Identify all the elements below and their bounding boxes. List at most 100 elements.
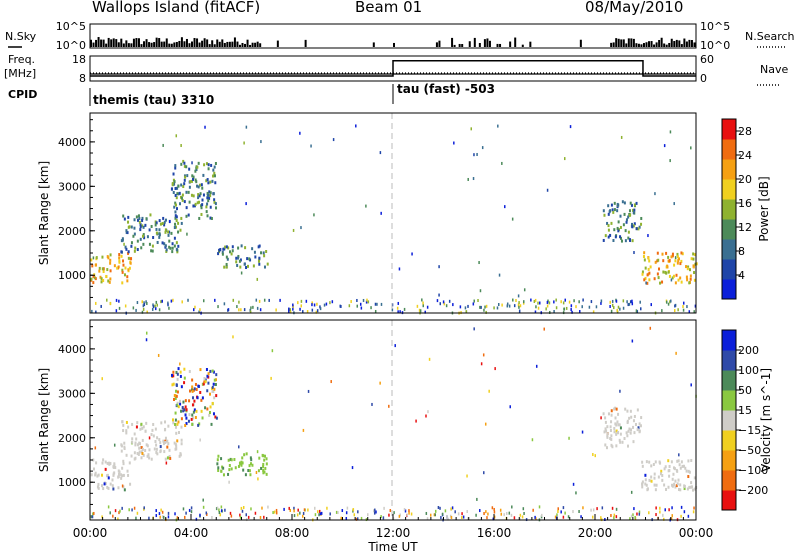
colorbar-swatch: [722, 490, 736, 511]
colorbar-tick-label: −15: [738, 424, 761, 437]
scatter-point: [615, 423, 618, 427]
scatter-point: [150, 249, 153, 253]
velocity-panel-bg: [90, 320, 696, 520]
sparse-point: [572, 482, 575, 486]
scatter-point: [171, 182, 174, 186]
scatter-point: [175, 444, 178, 448]
scatter-point: [94, 471, 97, 475]
scatter-point: [185, 408, 188, 412]
sparse-point: [569, 125, 572, 129]
clutter-point: [293, 514, 296, 518]
colorbar-tick-label: −200: [738, 484, 768, 497]
clutter-point: [590, 508, 592, 512]
clutter-point: [513, 304, 516, 308]
scatter-point: [619, 426, 622, 430]
scatter-point: [673, 482, 676, 486]
scatter-point: [156, 452, 159, 456]
scatter-point: [233, 458, 236, 462]
scatter-point: [172, 190, 175, 194]
scatter-point: [173, 180, 176, 184]
sparse-point: [630, 490, 633, 494]
clutter-point: [500, 512, 503, 516]
scatter-point: [136, 421, 139, 425]
scatter-point: [626, 421, 629, 425]
scatter-point: [180, 417, 183, 421]
scatter-point: [603, 430, 606, 434]
clutter-point: [554, 515, 557, 519]
noise-bar: [140, 44, 143, 47]
scatter-point: [605, 446, 608, 450]
station-title: Wallops Island (fitACF): [92, 0, 260, 16]
clutter-point: [508, 304, 511, 308]
scatter-point: [684, 466, 687, 470]
clutter-point: [160, 300, 162, 304]
scatter-point: [207, 199, 210, 203]
scatter-point: [173, 394, 176, 398]
scatter-point: [229, 457, 232, 461]
scatter-point: [135, 215, 138, 219]
scatter-point: [636, 428, 639, 432]
scatter-point: [266, 262, 269, 266]
clutter-point: [533, 299, 536, 303]
clutter-point: [227, 308, 229, 312]
scatter-point: [680, 251, 683, 255]
scatter-point: [613, 228, 616, 232]
noise-bar: [92, 42, 95, 47]
noise-bar: [122, 43, 125, 47]
scatter-point: [158, 219, 161, 223]
clutter-point: [562, 506, 565, 510]
noise-bar: [135, 38, 138, 47]
clutter-point: [477, 299, 479, 303]
scatter-point: [230, 467, 233, 471]
scatter-point: [151, 249, 154, 253]
scatter-point: [189, 389, 192, 393]
scatter-point: [248, 464, 251, 468]
scatter-point: [130, 244, 133, 248]
scatter-point: [127, 268, 130, 272]
scatter-point: [648, 271, 651, 275]
scatter-point: [644, 276, 647, 280]
clutter-point: [245, 513, 248, 517]
scatter-point: [607, 212, 610, 216]
scatter-point: [206, 191, 209, 195]
clutter-point: [184, 515, 186, 519]
scatter-point: [644, 266, 647, 270]
clutter-point: [393, 511, 395, 515]
clutter-point: [380, 515, 382, 519]
scatter-point: [663, 467, 666, 471]
scatter-point: [152, 422, 155, 426]
scatter-point: [192, 175, 195, 179]
clutter-point: [662, 513, 664, 517]
scatter-point: [250, 458, 253, 462]
sparse-point: [380, 211, 382, 215]
noise-bar: [191, 41, 193, 47]
sparse-point: [379, 151, 382, 155]
clutter-point: [268, 298, 270, 302]
clutter-point: [370, 306, 372, 310]
ytick-label: 4000: [58, 343, 86, 356]
scatter-point: [171, 242, 174, 246]
scatter-point: [159, 449, 162, 453]
clutter-point: [306, 310, 309, 314]
scatter-point: [673, 467, 676, 471]
sparse-point: [365, 204, 367, 208]
clutter-point: [136, 511, 139, 515]
sparse-point: [523, 288, 526, 292]
clutter-point: [461, 516, 463, 520]
scatter-point: [190, 193, 193, 197]
scatter-point: [620, 236, 623, 240]
scatter-point: [197, 423, 200, 427]
sparse-point: [165, 461, 168, 465]
scatter-point: [159, 441, 162, 445]
clutter-point: [239, 513, 241, 517]
scatter-point: [249, 456, 252, 460]
noise-bar: [468, 41, 471, 47]
scatter-point: [118, 253, 121, 257]
clutter-point: [464, 306, 467, 310]
colorbar-swatch: [722, 330, 736, 351]
clutter-point: [462, 515, 465, 519]
sparse-point: [592, 453, 594, 457]
clutter-point: [421, 298, 423, 302]
clutter-point: [311, 301, 313, 305]
clutter-point: [538, 505, 541, 509]
